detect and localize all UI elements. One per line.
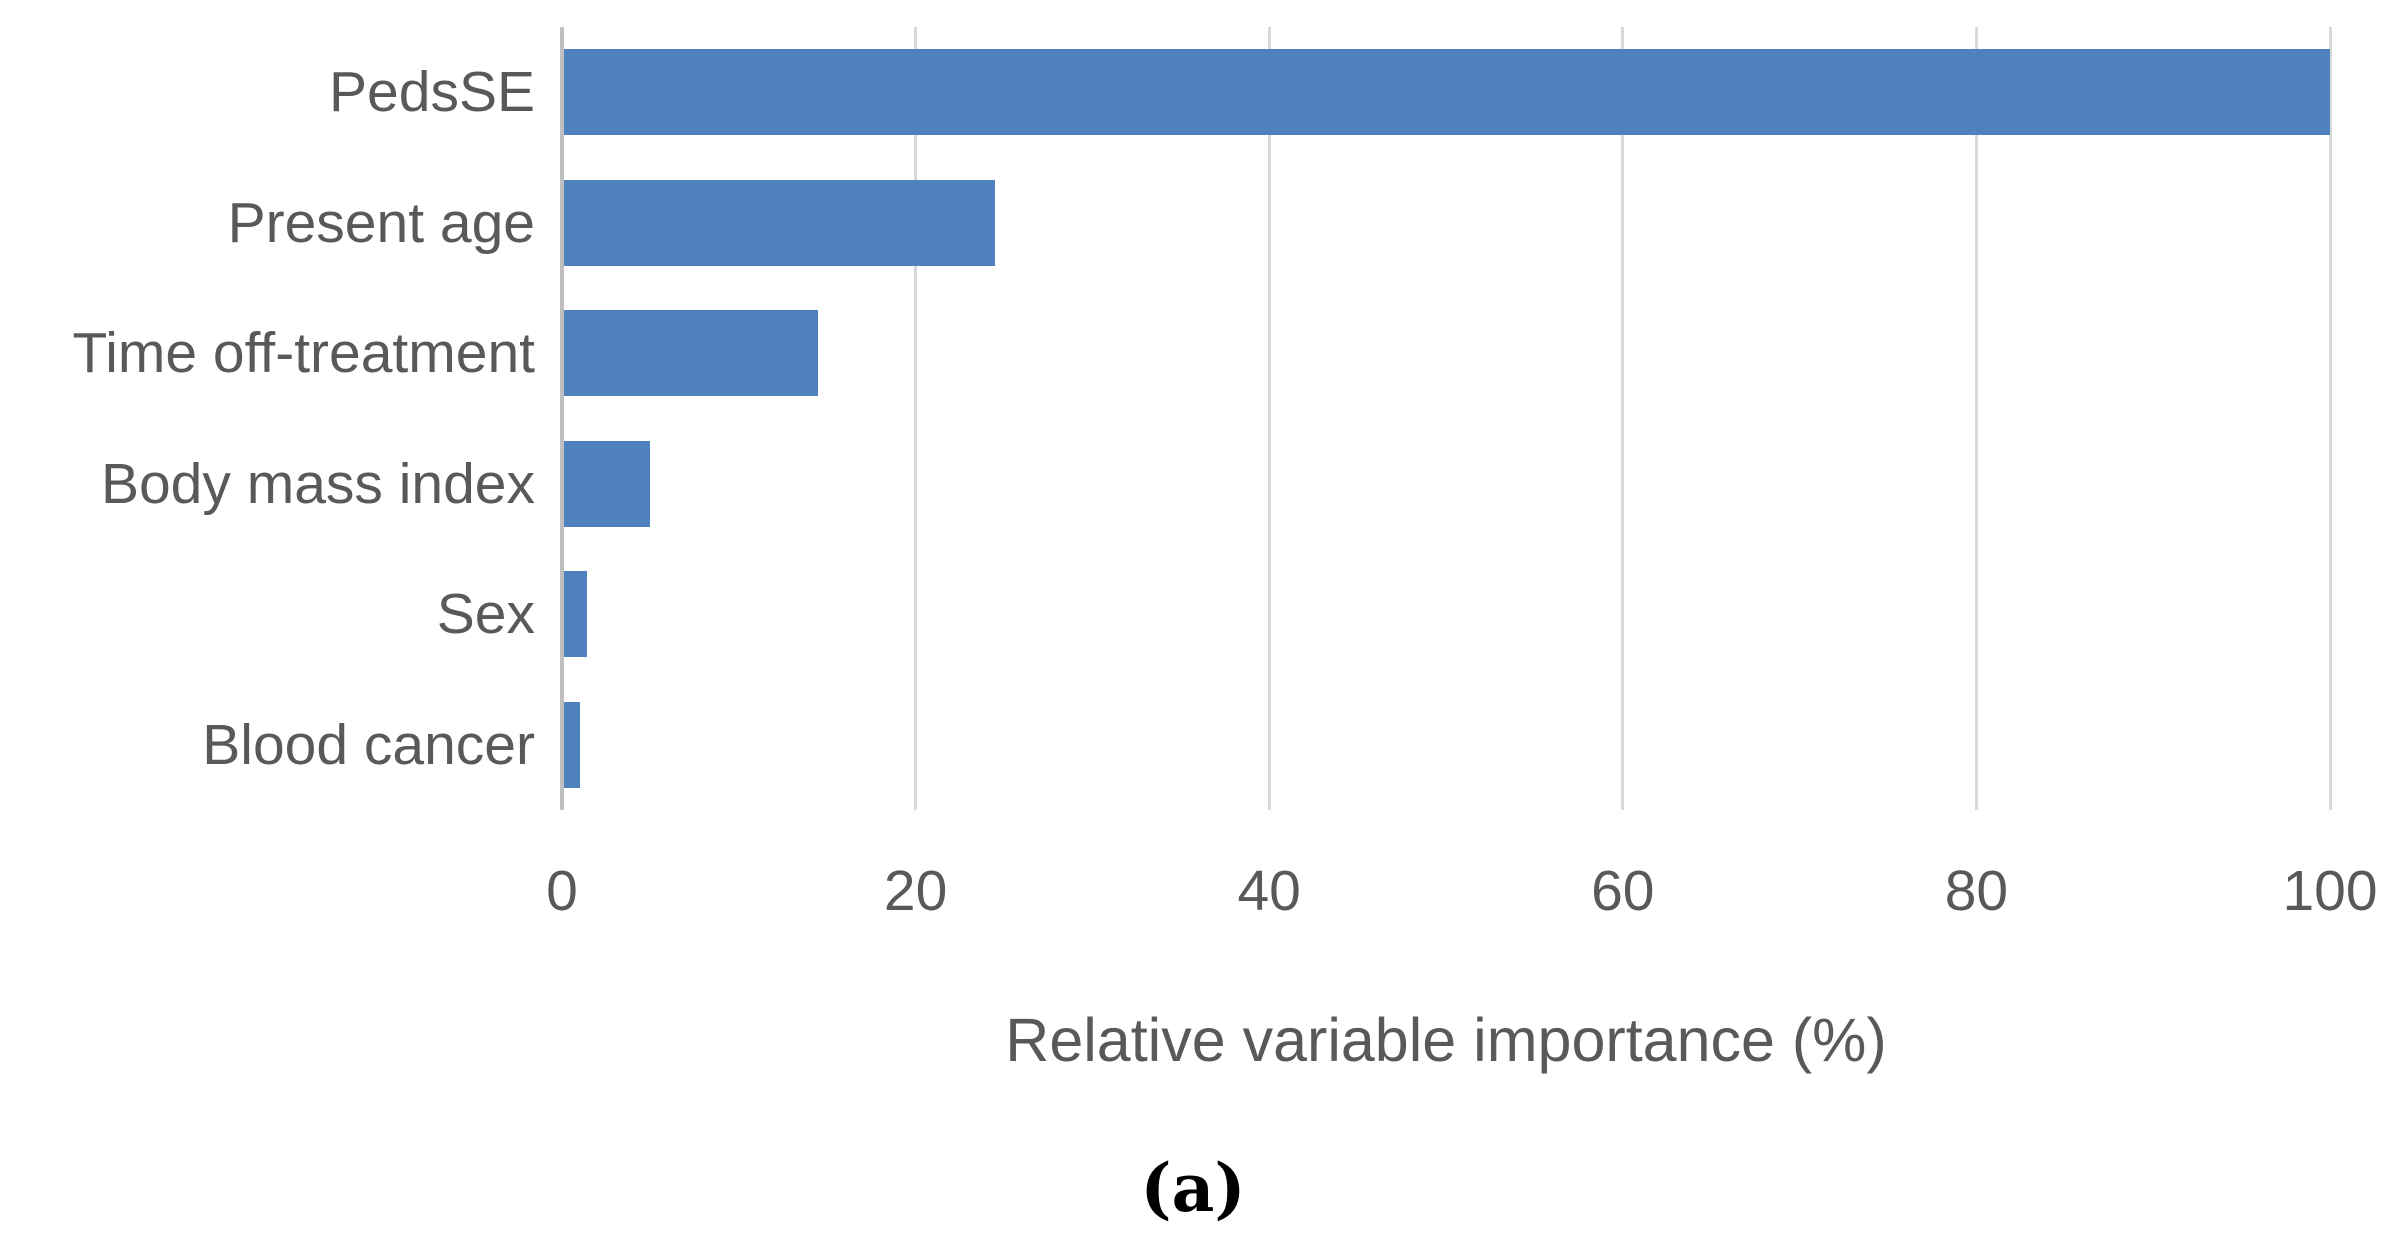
gridline-100 xyxy=(2328,27,2332,810)
bar-blood-cancer xyxy=(562,701,580,788)
x-tick-label-40: 40 xyxy=(1237,859,1301,923)
category-label-body-mass-index: Body mass index xyxy=(100,451,535,516)
gridline-40 xyxy=(1267,27,1271,810)
x-tick-label-80: 80 xyxy=(1944,859,2009,923)
gridline-80 xyxy=(1974,27,1978,810)
bar-sex xyxy=(562,571,587,658)
category-label-blood-cancer: Blood cancer xyxy=(202,712,535,777)
x-tick-label-60: 60 xyxy=(1591,859,1655,923)
x-tick-label-0: 0 xyxy=(546,859,578,923)
bar-body-mass-index xyxy=(562,440,651,527)
gridline-20 xyxy=(914,27,918,810)
bar-pedsse xyxy=(562,49,2330,136)
bar-time-off-treatment xyxy=(562,310,819,397)
x-tick-label-100: 100 xyxy=(2282,859,2378,923)
bar-present-age xyxy=(562,179,996,266)
category-label-time-off-treatment: Time off-treatment xyxy=(72,321,536,386)
panel-label: (a) xyxy=(1140,1149,1246,1227)
gridline-60 xyxy=(1621,27,1625,810)
category-label-pedsse: PedsSE xyxy=(329,60,535,125)
category-label-sex: Sex xyxy=(436,582,535,647)
category-label-present-age: Present age xyxy=(227,190,535,255)
x-axis-title: Relative variable importance (%) xyxy=(1005,1006,1887,1074)
y-axis-line xyxy=(560,27,564,810)
x-tick-label-20: 20 xyxy=(883,859,948,923)
bar-chart-plot-area xyxy=(560,27,2332,810)
